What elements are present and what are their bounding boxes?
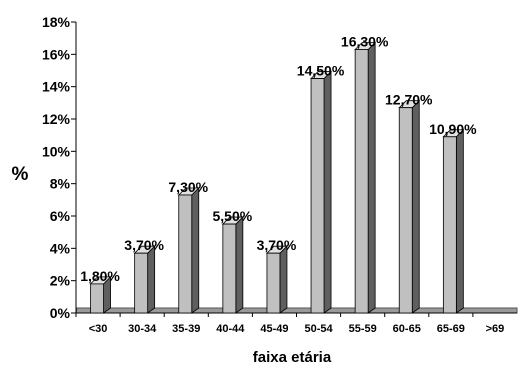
- y-tick-label: 0%: [50, 305, 71, 321]
- data-label: 1,80%: [80, 268, 120, 284]
- bar-front: [442, 136, 457, 314]
- bar: [310, 70, 333, 314]
- bar: [133, 245, 156, 314]
- data-label: 10,90%: [429, 121, 477, 137]
- y-axis-label: %: [12, 164, 29, 185]
- data-label: 3,70%: [124, 237, 164, 253]
- x-tick-label: 40-44: [216, 323, 245, 335]
- bar-side: [323, 70, 332, 314]
- data-label: 12,70%: [385, 92, 433, 108]
- bar-side: [411, 99, 420, 314]
- data-label: 7,30%: [168, 179, 208, 195]
- x-tick-label: 55-59: [349, 323, 377, 335]
- y-tick-label: 18%: [42, 14, 71, 30]
- y-tick-label: 14%: [42, 79, 71, 95]
- bar-front: [90, 283, 104, 314]
- y-tick-label: 12%: [42, 111, 71, 127]
- bar-front: [134, 252, 149, 314]
- y-tick-label: 6%: [50, 208, 71, 224]
- bar-side: [279, 245, 288, 314]
- bar-side: [235, 216, 244, 314]
- y-tick-label: 4%: [50, 240, 71, 256]
- bar: [89, 275, 112, 314]
- bar: [354, 41, 377, 314]
- bar: [398, 99, 421, 314]
- bar-front: [398, 107, 413, 314]
- bar-side: [147, 245, 156, 314]
- x-tick-label: >69: [486, 323, 505, 335]
- data-label: 5,50%: [212, 208, 252, 224]
- y-tick-label: 8%: [50, 176, 71, 192]
- bar-front: [178, 194, 193, 314]
- bar-side: [455, 128, 464, 314]
- x-tick-label: 45-49: [260, 323, 288, 335]
- x-tick-label: 35-39: [172, 323, 200, 335]
- data-label: 14,50%: [297, 63, 345, 79]
- bar-front: [266, 252, 281, 314]
- bar-side: [191, 187, 200, 314]
- bar: [221, 216, 244, 314]
- data-label: 3,70%: [257, 237, 297, 253]
- bar: [177, 187, 200, 314]
- bar: [442, 128, 465, 314]
- bar: [265, 245, 288, 314]
- y-tick-label: 2%: [50, 273, 71, 289]
- y-tick-label: 10%: [42, 143, 71, 159]
- x-tick-label: <30: [89, 323, 108, 335]
- bar-front: [222, 223, 237, 314]
- x-tick-label: 50-54: [304, 323, 333, 335]
- y-tick-label: 16%: [42, 46, 71, 62]
- bar-front: [310, 78, 325, 314]
- x-axis-label: faixa etária: [253, 349, 332, 366]
- bar-front: [354, 49, 369, 314]
- data-label: 16,30%: [341, 33, 389, 49]
- x-tick-label: 65-69: [437, 323, 465, 335]
- x-tick-label: 60-65: [393, 323, 421, 335]
- bar-side: [367, 41, 376, 314]
- x-tick-label: 30-34: [128, 323, 157, 335]
